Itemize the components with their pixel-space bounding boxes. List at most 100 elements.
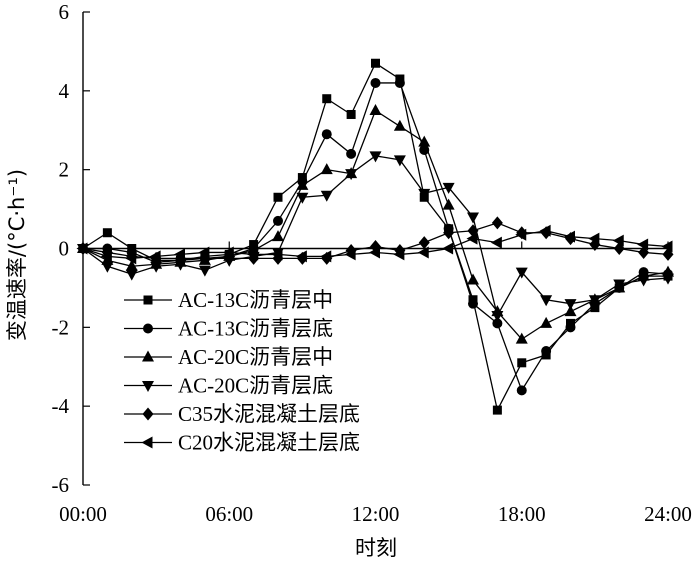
data-point <box>515 332 528 344</box>
data-point <box>273 192 283 202</box>
series-5 <box>77 216 674 265</box>
legend-item: C20水泥混凝土层底 <box>124 431 360 455</box>
legend-label: AC-13C沥青层底 <box>178 317 333 341</box>
data-point <box>564 299 577 311</box>
data-point <box>490 236 502 249</box>
data-point <box>346 148 357 159</box>
data-point <box>637 275 650 287</box>
data-point <box>492 318 503 329</box>
data-point <box>466 232 478 245</box>
legend-marker <box>143 295 153 305</box>
axes: -6 -4 -2 0 2 4 6 00:00 06:00 12:00 18:00 24:00 <box>52 0 692 526</box>
data-point <box>443 226 455 240</box>
data-point <box>540 295 553 307</box>
data-point <box>393 119 406 131</box>
data-point <box>76 242 88 255</box>
data-point <box>418 135 431 147</box>
data-point <box>491 311 504 323</box>
data-point <box>150 261 163 273</box>
legend-item: AC-20C沥青层中 <box>124 345 333 369</box>
data-point <box>491 216 503 230</box>
series-line <box>82 155 669 318</box>
data-point <box>369 104 382 116</box>
data-point <box>564 230 575 243</box>
data-point <box>102 228 112 238</box>
x-tick-label: 12:00 <box>352 502 400 526</box>
data-point <box>222 246 234 259</box>
x-tick-label: 18:00 <box>498 502 546 526</box>
data-point <box>565 322 576 333</box>
data-point <box>247 248 259 261</box>
data-point <box>539 224 551 237</box>
y-tick-label: -4 <box>52 394 70 418</box>
data-point <box>661 240 673 253</box>
data-point <box>442 242 454 255</box>
legend-label: AC-20C沥青层中 <box>178 345 333 369</box>
data-point <box>393 155 406 167</box>
legend-item: AC-20C沥青层底 <box>124 374 333 398</box>
data-point <box>516 385 527 396</box>
data-point <box>322 94 332 104</box>
x-axis-title: 时刻 <box>355 536 397 560</box>
data-point <box>515 228 527 241</box>
data-point <box>588 232 600 245</box>
data-point <box>346 109 356 119</box>
data-point <box>517 358 527 368</box>
legend: AC-13C沥青层中 AC-13C沥青层底 AC-20C沥青层中 AC-20C沥青层底… <box>124 288 360 455</box>
data-point <box>540 316 553 328</box>
data-point <box>515 267 528 279</box>
data-point <box>467 212 479 224</box>
data-point <box>345 169 358 181</box>
data-point <box>320 190 333 202</box>
y-tick-label: 6 <box>59 0 70 24</box>
data-point <box>541 345 552 356</box>
data-point <box>369 246 380 259</box>
series-line <box>82 62 668 413</box>
legend-item: AC-13C沥青层中 <box>124 288 333 312</box>
data-point <box>418 188 431 200</box>
data-point <box>101 261 114 273</box>
series-6 <box>76 224 673 265</box>
data-point <box>273 215 283 226</box>
y-tick-label: -2 <box>52 315 70 339</box>
data-point <box>418 236 430 250</box>
series-2 <box>78 77 673 396</box>
data-point <box>564 305 577 317</box>
series-3 <box>77 104 674 344</box>
legend-marker <box>143 323 153 334</box>
data-point <box>344 248 356 261</box>
data-point <box>394 77 405 88</box>
legend-label: C20水泥混凝土层底 <box>178 431 360 455</box>
data-point <box>296 178 309 190</box>
data-point <box>320 163 333 175</box>
data-point <box>442 182 455 194</box>
legend-label: AC-20C沥青层底 <box>178 374 333 398</box>
data-point <box>417 246 429 259</box>
x-tick-label: 24:00 <box>644 502 692 526</box>
series-layer <box>76 58 674 415</box>
y-tick-label: 0 <box>59 237 70 261</box>
legend-item: AC-13C沥青层底 <box>124 317 333 341</box>
legend-label: AC-13C沥青层中 <box>178 288 333 312</box>
legend-item: C35水泥混凝土层底 <box>124 402 360 426</box>
data-point <box>149 250 161 263</box>
legend-marker <box>142 350 154 362</box>
data-point <box>442 198 455 210</box>
legend-marker <box>142 407 154 421</box>
data-point <box>467 273 479 285</box>
data-point <box>613 279 626 291</box>
series-line <box>83 82 669 392</box>
data-point <box>174 259 187 271</box>
data-point <box>271 248 283 261</box>
data-point <box>320 250 332 263</box>
data-point <box>272 230 284 242</box>
data-point <box>125 259 138 271</box>
data-point <box>637 238 649 251</box>
x-tick-label: 06:00 <box>205 502 253 526</box>
data-point <box>198 265 211 277</box>
legend-marker <box>141 436 153 449</box>
data-point <box>369 151 382 163</box>
series-4 <box>77 151 674 323</box>
legend-label: C35水泥混凝土层底 <box>178 402 360 426</box>
